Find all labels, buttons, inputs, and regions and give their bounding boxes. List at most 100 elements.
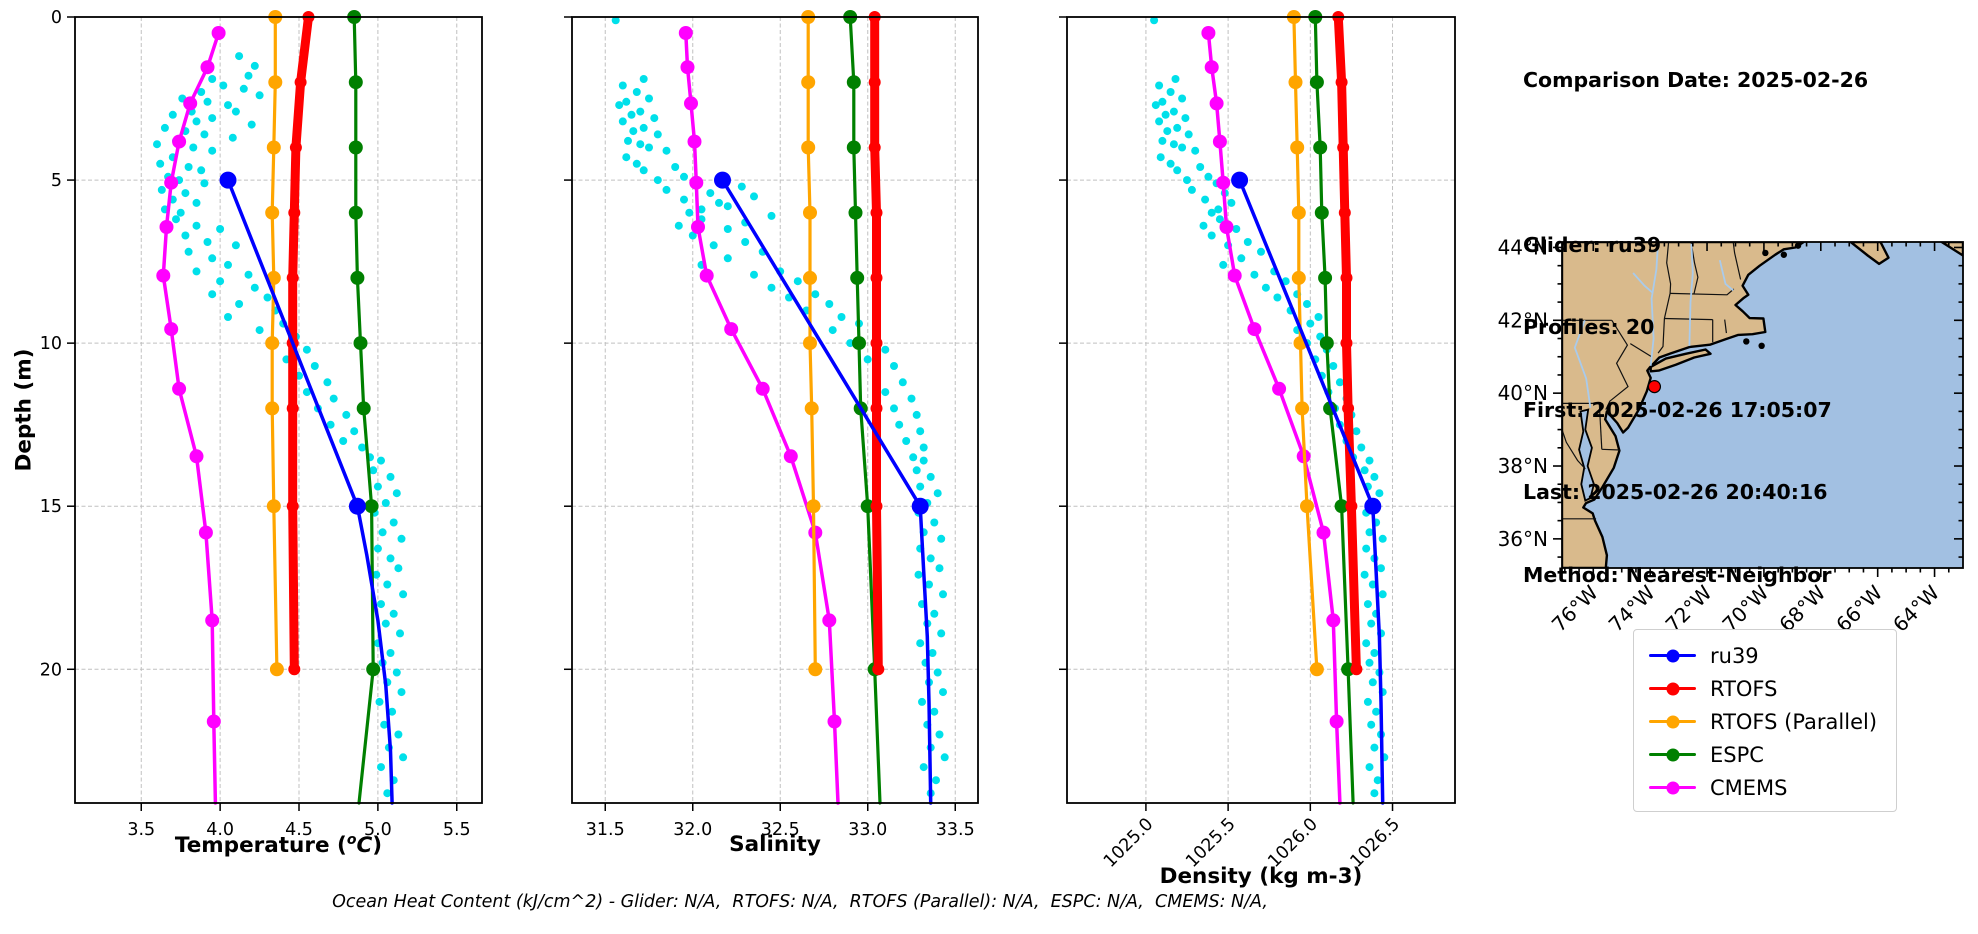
cmems-marker — [172, 381, 187, 396]
glider-scatter-point — [890, 362, 898, 370]
glider-scatter-point — [244, 270, 253, 279]
glider-scatter-point — [611, 16, 620, 25]
temperature-glider-scatter — [153, 52, 408, 798]
glider-scatter-point — [373, 544, 382, 553]
glider-scatter-point — [203, 97, 212, 106]
glider-scatter-point — [919, 443, 928, 452]
cmems-marker — [1209, 96, 1224, 111]
glider-scatter-point — [383, 580, 392, 589]
ru39-legend-swatch — [1649, 649, 1696, 662]
glider-scatter-point — [1306, 319, 1315, 328]
ru39-legend-marker — [1666, 649, 1679, 662]
glider-scatter-point — [632, 88, 641, 96]
cmems-legend-swatch — [1649, 781, 1696, 794]
glider-scatter-point — [380, 720, 389, 729]
map-lat-label: 36°N — [1498, 527, 1548, 551]
glider-scatter-point — [1173, 123, 1182, 132]
glider-scatter-point — [1232, 225, 1241, 233]
glider-scatter-point — [935, 730, 944, 739]
glider-scatter-point — [200, 179, 209, 188]
espc-marker — [1319, 336, 1334, 351]
glider-scatter-point — [255, 91, 264, 100]
glider-scatter-point — [622, 97, 631, 106]
glider-scatter-point — [1367, 619, 1376, 628]
legend-item-espc: ESPC — [1634, 738, 1896, 771]
glider-scatter-point — [645, 94, 653, 103]
rtofs-marker — [1338, 206, 1351, 219]
map-state-border — [1664, 317, 1713, 321]
glider-scatter-point — [1363, 697, 1372, 706]
rtofs_parallel-marker — [808, 662, 823, 677]
glider-scatter-point — [228, 133, 237, 142]
cmems-marker — [678, 26, 693, 40]
glider-scatter-point — [157, 185, 166, 194]
glider-scatter-point — [1257, 247, 1265, 256]
cmems-marker — [755, 381, 770, 396]
temperature-ru39-series — [219, 171, 394, 805]
cmems-marker — [200, 60, 215, 75]
glider-scatter-point — [397, 534, 406, 543]
glider-scatter-point — [1370, 743, 1379, 752]
map-state-border — [1562, 429, 1586, 470]
glider-scatter-point — [1171, 75, 1180, 83]
map-state-border — [1601, 448, 1620, 451]
cmems-marker — [1216, 175, 1231, 190]
glider-scatter-point — [394, 564, 403, 573]
glider-scatter-point — [377, 600, 385, 609]
cmems-marker — [783, 449, 798, 464]
map-lat-label: 44°N — [1498, 235, 1548, 259]
rtofs-legend-label: RTOFS — [1710, 676, 1778, 701]
espc-marker — [1313, 140, 1328, 155]
temperature-tick-marks — [67, 16, 458, 811]
glider-scatter-point — [1370, 649, 1379, 657]
glider-scatter-point — [811, 290, 820, 299]
rtofs_parallel-marker — [1288, 75, 1303, 90]
glider-scatter-point — [192, 198, 201, 207]
glider-scatter-point — [680, 172, 688, 181]
rtofs_parallel-marker — [804, 401, 819, 416]
rtofs_parallel-marker — [803, 270, 817, 285]
glider-scatter-point — [250, 283, 259, 292]
glider-scatter-point — [1243, 238, 1252, 246]
glider-scatter-point — [1352, 427, 1361, 436]
cmems-marker — [198, 525, 213, 540]
salinity-rtofs_parallel-series — [801, 10, 823, 677]
map-river — [1649, 242, 1659, 366]
glider-scatter-point — [184, 163, 193, 171]
glider-scatter-point — [632, 159, 641, 168]
rtofs-marker — [1345, 500, 1358, 513]
glider-scatter-point — [1161, 110, 1170, 119]
glider-scatter-point — [160, 123, 169, 132]
density-axes-box — [1066, 16, 1456, 804]
glider-scatter-point — [1151, 101, 1160, 110]
glider-scatter-point — [680, 195, 688, 204]
x-tick-label: 5.5 — [443, 820, 471, 840]
x-tick-label: 32.0 — [673, 820, 712, 840]
map-river — [1632, 272, 1654, 294]
rtofs-marker — [870, 337, 883, 350]
glider-scatter-point — [302, 388, 311, 397]
glider-scatter-point — [1158, 97, 1167, 106]
glider-scatter-point — [224, 260, 232, 269]
rtofs-marker — [289, 141, 302, 154]
cmems-marker — [827, 714, 842, 729]
glider-scatter-point — [235, 300, 244, 308]
glider-scatter-point — [197, 88, 206, 96]
espc-marker — [1314, 205, 1329, 220]
ru39-marker — [219, 171, 237, 189]
glider-scatter-point — [1166, 88, 1175, 96]
glider-scatter-point — [250, 61, 259, 70]
glider-scatter-point — [1237, 254, 1246, 263]
glider-scatter-point — [392, 489, 401, 498]
map-state-border — [1605, 319, 1629, 410]
model-legend: ru39 RTOFS RTOFS (Parallel) ESPC CMEMS — [1633, 629, 1897, 812]
glider-scatter-point — [881, 345, 890, 354]
cmems-marker — [724, 322, 739, 337]
method-text: Method: Nearest-Neighbor — [1523, 562, 1832, 587]
ru39-line — [1237, 178, 1385, 805]
rtofs_parallel-marker — [803, 205, 817, 220]
glider-scatter-point — [381, 499, 390, 507]
cmems-marker — [1326, 613, 1341, 628]
salinity-rtofs-series — [868, 11, 885, 676]
glider-scatter-point — [396, 629, 404, 638]
